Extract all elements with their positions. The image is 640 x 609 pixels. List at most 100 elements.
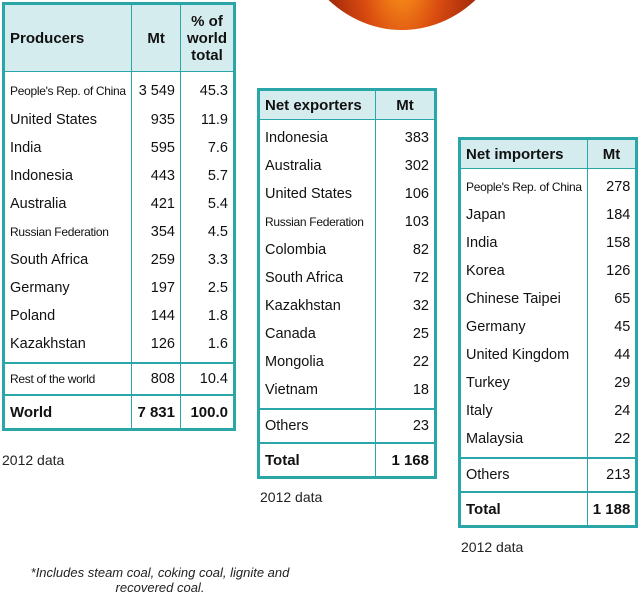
value-cell: 11.9: [180, 106, 235, 134]
country-cell: Poland: [2, 302, 133, 330]
value-cell: 45.3: [180, 71, 235, 106]
table-row: Poland 144 1.8: [2, 302, 235, 330]
importers-header: Net importers: [459, 138, 588, 169]
value-cell: 197: [131, 274, 181, 302]
value-cell: 2.5: [180, 274, 235, 302]
country-cell: People's Rep. of China: [459, 168, 588, 201]
country-cell: Canada: [258, 320, 376, 348]
value-cell: 103: [375, 208, 436, 236]
producers-caption: 2012 data: [2, 452, 65, 468]
country-cell: Russian Federation: [2, 218, 133, 246]
country-cell: Total: [258, 442, 376, 478]
value-cell: 302: [375, 152, 436, 180]
value-cell: 354: [131, 218, 181, 246]
value-cell: 935: [131, 106, 181, 134]
table-row: Vietnam 18: [258, 376, 436, 409]
table-row: Australia 421 5.4: [2, 190, 235, 218]
value-cell: 808: [131, 362, 181, 396]
value-cell: 24: [586, 397, 638, 425]
table-row: Malaysia 22: [459, 425, 638, 458]
value-cell: 126: [586, 257, 638, 285]
table-row: Italy 24: [459, 397, 638, 425]
value-cell: 10.4: [180, 362, 235, 396]
table-row: Korea 126: [459, 257, 638, 285]
table-row: People's Rep. of China 3 549 45.3: [2, 71, 235, 106]
country-cell: Others: [258, 408, 376, 444]
value-cell: 259: [131, 246, 181, 274]
mt-header: Mt: [375, 89, 436, 120]
producers-table: Producers Mt % of world total People's R…: [2, 2, 236, 431]
table-row: People's Rep. of China 278: [459, 168, 638, 201]
value-cell: 7 831: [131, 394, 181, 430]
table-row: Colombia 82: [258, 236, 436, 264]
value-cell: 82: [375, 236, 436, 264]
country-cell: Indonesia: [2, 162, 133, 190]
country-cell: United States: [2, 106, 133, 134]
producers-header: Producers: [2, 3, 133, 72]
table-row: Kazakhstan 126 1.6: [2, 330, 235, 363]
table-row: Russian Federation 103: [258, 208, 436, 236]
table-row: Kazakhstan 32: [258, 292, 436, 320]
table-row: Germany 45: [459, 313, 638, 341]
table-row: South Africa 259 3.3: [2, 246, 235, 274]
value-cell: 7.6: [180, 134, 235, 162]
table-row: Mongolia 22: [258, 348, 436, 376]
world-share-header: % of world total: [180, 3, 235, 72]
value-cell: 126: [131, 330, 181, 363]
producers-rows: People's Rep. of China 3 549 45.3 United St…: [2, 71, 235, 430]
value-cell: 25: [375, 320, 436, 348]
mt-header: Mt: [586, 138, 638, 169]
country-cell: Germany: [2, 274, 133, 302]
value-cell: 1 188: [586, 491, 638, 527]
table-row: Indonesia 383: [258, 119, 436, 152]
value-cell: 383: [375, 119, 436, 152]
table-row: India 595 7.6: [2, 134, 235, 162]
value-cell: 22: [586, 425, 638, 458]
country-cell: United Kingdom: [459, 341, 588, 369]
value-cell: 44: [586, 341, 638, 369]
coal-fire-decoration: [287, 0, 517, 30]
table-row: Others 213: [459, 457, 638, 493]
country-cell: Russian Federation: [258, 208, 376, 236]
country-cell: Chinese Taipei: [459, 285, 588, 313]
country-cell: Mongolia: [258, 348, 376, 376]
footnote: *Includes steam coal, coking coal, ligni…: [30, 565, 290, 595]
country-cell: Others: [459, 457, 588, 493]
value-cell: 32: [375, 292, 436, 320]
table-row: United States 935 11.9: [2, 106, 235, 134]
table-row: Total 1 188: [459, 491, 638, 527]
country-cell: Australia: [258, 152, 376, 180]
value-cell: 100.0: [180, 394, 235, 430]
exporters-table: Net exporters Mt Indonesia 383 Australia 30…: [257, 88, 437, 479]
value-cell: 5.7: [180, 162, 235, 190]
country-cell: Vietnam: [258, 376, 376, 409]
table-row: Canada 25: [258, 320, 436, 348]
table-row: India 158: [459, 229, 638, 257]
value-cell: 184: [586, 201, 638, 229]
table-row: Rest of the world 808 10.4: [2, 362, 235, 396]
country-cell: Korea: [459, 257, 588, 285]
value-cell: 1.8: [180, 302, 235, 330]
table-row: Russian Federation 354 4.5: [2, 218, 235, 246]
country-cell: World: [2, 394, 133, 430]
country-cell: Japan: [459, 201, 588, 229]
country-cell: Turkey: [459, 369, 588, 397]
table-row: World 7 831 100.0: [2, 394, 235, 430]
table-row: South Africa 72: [258, 264, 436, 292]
country-cell: People's Rep. of China: [2, 71, 133, 106]
value-cell: 65: [586, 285, 638, 313]
table-row: Total 1 168: [258, 442, 436, 478]
country-cell: Indonesia: [258, 119, 376, 152]
table-row: Germany 197 2.5: [2, 274, 235, 302]
table-row: Turkey 29: [459, 369, 638, 397]
value-cell: 106: [375, 180, 436, 208]
value-cell: 1.6: [180, 330, 235, 363]
country-cell: South Africa: [258, 264, 376, 292]
country-cell: Malaysia: [459, 425, 588, 458]
value-cell: 421: [131, 190, 181, 218]
table-row: Others 23: [258, 408, 436, 444]
value-cell: 22: [375, 348, 436, 376]
country-cell: Kazakhstan: [258, 292, 376, 320]
value-cell: 595: [131, 134, 181, 162]
value-cell: 4.5: [180, 218, 235, 246]
